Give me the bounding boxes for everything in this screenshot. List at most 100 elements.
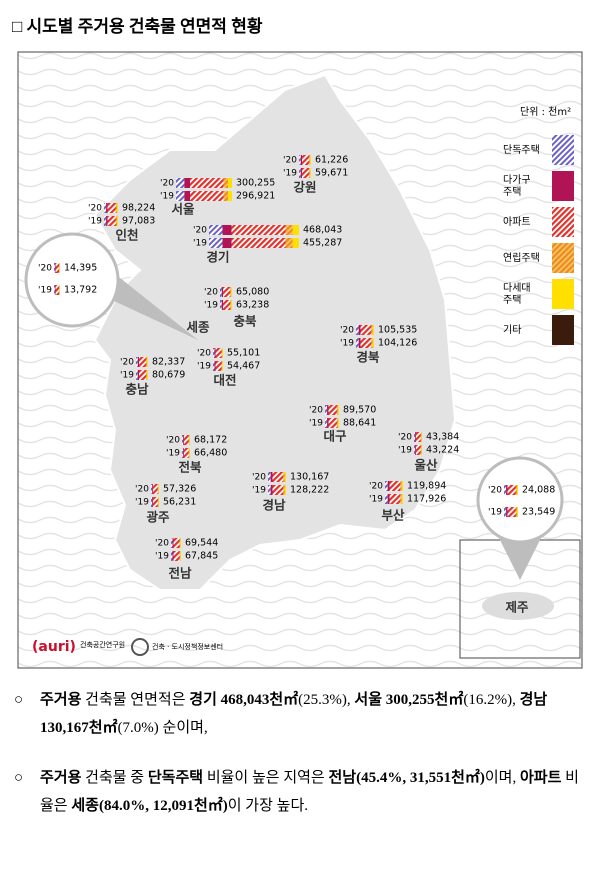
bar-segment bbox=[104, 203, 107, 213]
bold-text: 주거용 bbox=[40, 770, 82, 786]
region-value: 119,894 bbox=[407, 481, 446, 492]
region-value: 65,080 bbox=[236, 287, 269, 298]
bar-segment bbox=[292, 238, 299, 248]
bold-text: 아파트 bbox=[519, 770, 562, 786]
year-label: '20 bbox=[204, 288, 218, 298]
bold-text: 단독주택 bbox=[147, 770, 204, 786]
bar-segment bbox=[158, 497, 159, 507]
legend-label: 아파트 bbox=[503, 216, 531, 228]
bold-text: 경기 468,043천㎡ bbox=[189, 692, 299, 708]
region-name: 경기 bbox=[206, 250, 229, 265]
bar-segment bbox=[209, 238, 223, 248]
bar-segment bbox=[517, 485, 518, 495]
bar-segment bbox=[117, 203, 118, 213]
region-value: 117,926 bbox=[407, 494, 446, 505]
bar-segment bbox=[283, 472, 285, 482]
bar-segment bbox=[136, 357, 138, 367]
text: (16.2%), bbox=[463, 692, 520, 708]
bar-segment bbox=[360, 325, 372, 335]
bar-segment bbox=[328, 405, 337, 415]
region-name: 부산 bbox=[381, 508, 405, 523]
bar-segment bbox=[172, 551, 174, 561]
bar-segment bbox=[221, 287, 223, 297]
bar-segment bbox=[299, 155, 301, 165]
sejong-inset bbox=[24, 232, 120, 328]
region-value: 130,167 bbox=[290, 472, 329, 483]
year-label: '19 bbox=[193, 239, 207, 249]
bar-segment bbox=[302, 155, 310, 165]
region-value: 61,226 bbox=[315, 155, 348, 166]
text: 이며, bbox=[484, 770, 520, 786]
bold-text: 세종(84.0%, 12,091천㎡) bbox=[71, 798, 228, 814]
bar-segment bbox=[209, 225, 223, 235]
bar-segment bbox=[107, 203, 116, 213]
bar-segment bbox=[220, 300, 222, 310]
korea-mainland bbox=[93, 73, 457, 591]
bar-segment bbox=[183, 448, 184, 458]
bar-segment bbox=[371, 338, 373, 348]
bar-segment bbox=[336, 418, 339, 428]
bar-segment bbox=[137, 370, 139, 380]
bar-segment bbox=[389, 481, 401, 491]
bar-segment bbox=[182, 435, 184, 445]
year-label: '20 bbox=[155, 539, 169, 549]
section-title: □ 시도별 주거용 건축물 연면적 현황 bbox=[12, 17, 263, 36]
legend-swatch bbox=[552, 279, 574, 309]
region-name: 서울 bbox=[171, 202, 195, 217]
bar-segment bbox=[504, 485, 507, 495]
bar-segment bbox=[338, 405, 339, 415]
bar-segment bbox=[327, 418, 329, 428]
bar-segment bbox=[182, 448, 184, 458]
bar-segment bbox=[172, 538, 174, 548]
region-value: 68,172 bbox=[194, 435, 227, 446]
bar-segment bbox=[54, 285, 55, 295]
bar-segment bbox=[107, 216, 116, 226]
bar-segment bbox=[147, 357, 148, 367]
region-name: 대구 bbox=[323, 429, 347, 444]
region-name: 경북 bbox=[356, 350, 380, 365]
region-name: 전남 bbox=[168, 566, 192, 581]
bar-segment bbox=[55, 263, 60, 273]
bar-segment bbox=[283, 485, 285, 495]
bar-segment bbox=[223, 191, 229, 201]
bar-segment bbox=[215, 361, 222, 371]
bar-segment bbox=[189, 435, 190, 445]
legend-label: 다세대 bbox=[503, 282, 531, 294]
bar-segment bbox=[416, 432, 421, 442]
bar-segment bbox=[184, 448, 189, 458]
region-name: 세종 bbox=[186, 320, 210, 335]
bar-segment bbox=[400, 494, 402, 504]
region-value: 66,480 bbox=[194, 448, 227, 459]
bar-segment bbox=[515, 485, 518, 495]
bar-segment bbox=[272, 485, 284, 495]
bar-segment bbox=[421, 445, 422, 455]
bold-text: 서울 300,255천㎡ bbox=[354, 692, 464, 708]
legend-label: 주택 bbox=[503, 294, 521, 306]
bar-segment bbox=[176, 191, 185, 201]
region-value: 43,224 bbox=[426, 445, 459, 456]
bar-segment bbox=[327, 405, 329, 415]
bar-segment bbox=[190, 178, 224, 188]
bar-segment bbox=[152, 497, 153, 507]
bar-segment bbox=[336, 405, 339, 415]
bar-segment bbox=[414, 445, 416, 455]
bar-segment bbox=[389, 494, 401, 504]
logo-mark bbox=[131, 638, 149, 656]
region-name: 충북 bbox=[233, 314, 257, 329]
region-value: 468,043 bbox=[303, 225, 342, 236]
bar-segment bbox=[517, 507, 518, 517]
text: 비율은 bbox=[40, 770, 579, 814]
bar-segment bbox=[421, 432, 422, 442]
bar-segment bbox=[420, 432, 422, 442]
bar-segment bbox=[180, 551, 181, 561]
bold-text: 경남 130,167천㎡ bbox=[40, 692, 548, 736]
bar-segment bbox=[231, 225, 286, 235]
bar-segment bbox=[325, 405, 328, 415]
legend-label: 단독주택 bbox=[503, 144, 540, 156]
legend-swatch bbox=[552, 171, 574, 201]
bar-segment bbox=[184, 178, 190, 188]
bar-segment bbox=[372, 338, 374, 348]
bar-segment bbox=[325, 418, 328, 428]
year-label: '20 bbox=[398, 433, 412, 443]
